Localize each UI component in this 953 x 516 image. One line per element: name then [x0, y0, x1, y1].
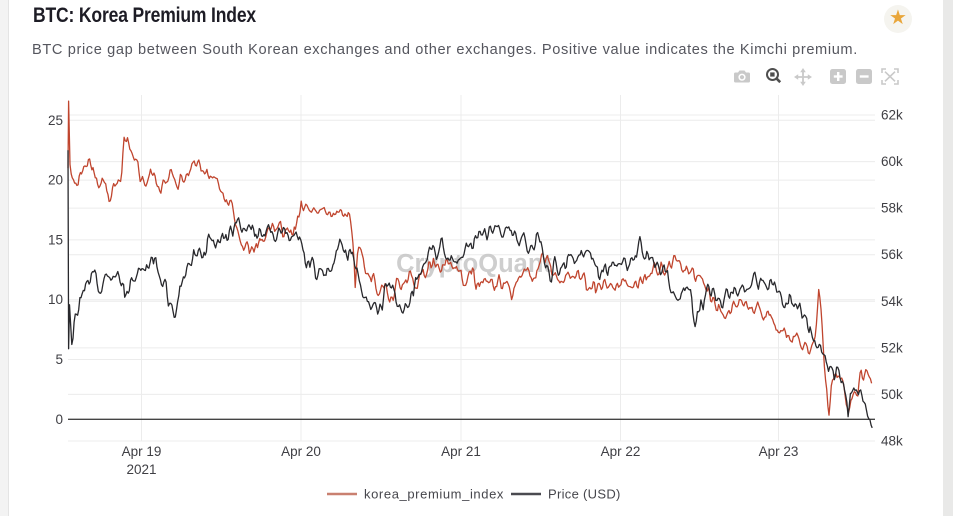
svg-text:25: 25: [48, 113, 63, 128]
svg-text:56k: 56k: [881, 247, 903, 262]
svg-text:15: 15: [48, 232, 63, 247]
svg-text:2021: 2021: [126, 462, 156, 477]
svg-text:Apr 23: Apr 23: [759, 444, 799, 459]
svg-text:korea_premium_index: korea_premium_index: [364, 487, 504, 502]
svg-text:54k: 54k: [881, 294, 903, 309]
svg-text:50k: 50k: [881, 387, 903, 402]
svg-text:Price (USD): Price (USD): [548, 487, 621, 502]
svg-text:Apr 22: Apr 22: [601, 444, 641, 459]
svg-text:62k: 62k: [881, 108, 903, 123]
svg-text:Apr 20: Apr 20: [281, 444, 321, 459]
svg-text:Apr 19: Apr 19: [122, 444, 162, 459]
svg-text:20: 20: [48, 173, 63, 188]
svg-text:5: 5: [55, 352, 63, 367]
svg-text:10: 10: [48, 292, 63, 307]
svg-text:58k: 58k: [881, 201, 903, 216]
svg-text:Apr 21: Apr 21: [441, 444, 481, 459]
svg-text:48k: 48k: [881, 434, 903, 449]
svg-text:0: 0: [55, 412, 63, 427]
svg-text:60k: 60k: [881, 154, 903, 169]
svg-text:52k: 52k: [881, 340, 903, 355]
